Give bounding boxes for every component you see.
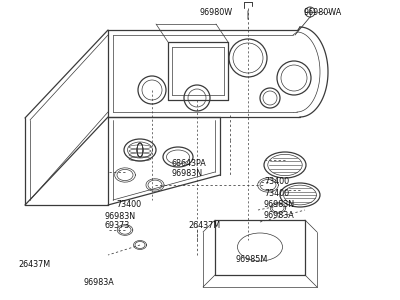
Text: 96983A: 96983A (264, 211, 295, 220)
Text: 73400: 73400 (116, 200, 141, 209)
Text: 96983N: 96983N (172, 169, 203, 178)
Text: 68643PA: 68643PA (172, 159, 207, 168)
Text: 26437M: 26437M (18, 260, 50, 269)
Text: 26437M: 26437M (188, 221, 220, 230)
Text: 96983N: 96983N (105, 212, 136, 221)
Text: 96980WA: 96980WA (304, 8, 342, 17)
Text: 96983A: 96983A (84, 278, 115, 287)
Text: 73400: 73400 (264, 177, 289, 186)
Text: 73400: 73400 (264, 189, 289, 198)
Text: 96983N: 96983N (264, 200, 295, 209)
Text: 69373: 69373 (105, 221, 130, 230)
Text: 96985M: 96985M (236, 255, 268, 264)
Text: 96980W: 96980W (200, 8, 233, 17)
